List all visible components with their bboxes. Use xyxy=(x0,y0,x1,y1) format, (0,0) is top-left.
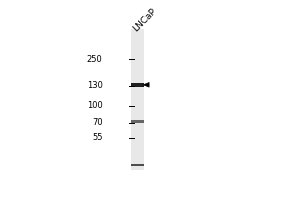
Text: 55: 55 xyxy=(92,133,103,142)
Text: LNCaP: LNCaP xyxy=(131,6,158,33)
Text: 130: 130 xyxy=(87,81,103,90)
Text: 70: 70 xyxy=(92,118,103,127)
FancyBboxPatch shape xyxy=(131,29,144,170)
FancyBboxPatch shape xyxy=(131,120,144,123)
FancyBboxPatch shape xyxy=(131,83,144,87)
Text: 100: 100 xyxy=(87,101,103,110)
Polygon shape xyxy=(143,83,149,87)
FancyBboxPatch shape xyxy=(131,164,144,166)
Text: 250: 250 xyxy=(87,55,103,64)
